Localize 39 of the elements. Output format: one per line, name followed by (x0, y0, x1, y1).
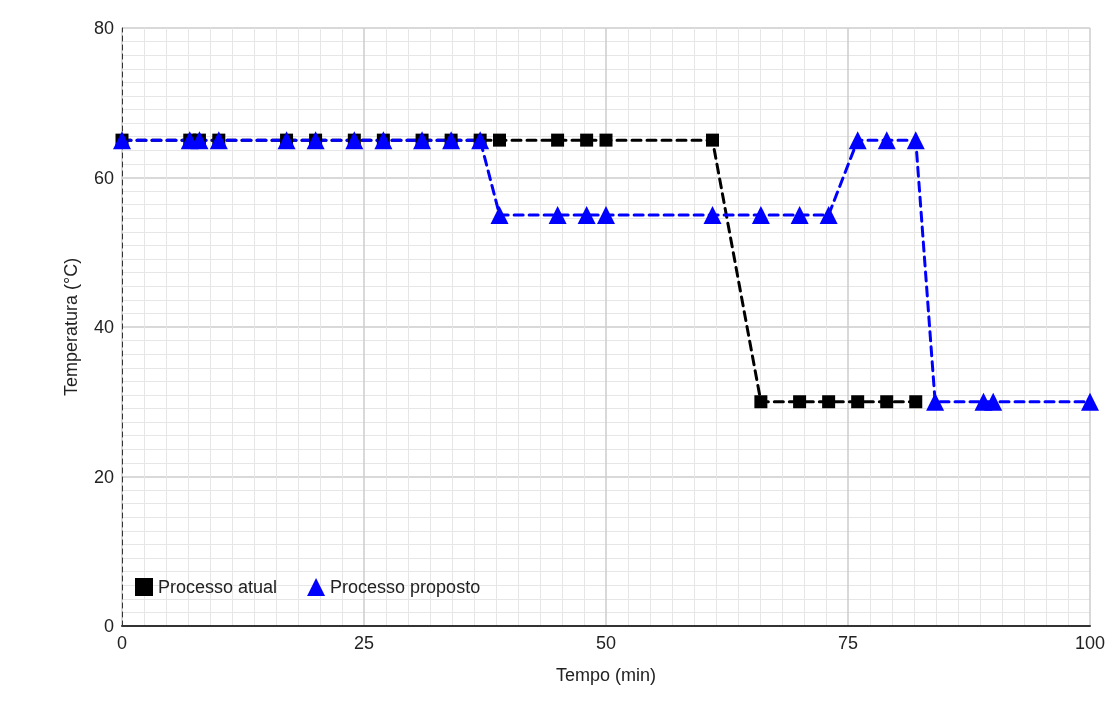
y-axis-title: Temperatura (°C) (61, 257, 81, 397)
y-tick-label: 80 (93, 18, 114, 38)
point (926, 392, 945, 411)
point (580, 133, 594, 147)
point (493, 133, 507, 147)
y-tick-label: 40 (93, 317, 114, 337)
point (599, 133, 613, 147)
x-tick-label: 100 (1074, 633, 1106, 653)
point (577, 205, 596, 224)
point (880, 395, 894, 409)
point (703, 205, 722, 224)
point (790, 205, 809, 224)
point (754, 395, 768, 409)
point (984, 392, 1003, 411)
point (819, 205, 838, 224)
point (909, 395, 923, 409)
legend-label: Processo proposto (330, 577, 481, 597)
y-tick-label: 0 (103, 616, 114, 636)
x-tick-label: 75 (837, 633, 859, 653)
point (597, 205, 615, 224)
point (793, 395, 807, 409)
point (490, 205, 509, 224)
point (822, 395, 836, 409)
x-tick-label: 0 (116, 633, 128, 653)
point (551, 133, 565, 147)
x-axis-title: Tempo (min) (555, 665, 657, 685)
point (751, 205, 770, 224)
point (906, 131, 925, 150)
point (705, 133, 719, 147)
x-tick-label: 50 (595, 633, 617, 653)
x-tick-label: 25 (353, 633, 375, 653)
point (848, 131, 867, 150)
y-tick-label: 60 (93, 167, 114, 188)
point (851, 395, 865, 409)
point (1081, 392, 1099, 411)
point (877, 131, 896, 150)
point (548, 205, 567, 224)
y-tick-label: 20 (93, 466, 114, 487)
legend-label: Processo atual (158, 577, 278, 597)
